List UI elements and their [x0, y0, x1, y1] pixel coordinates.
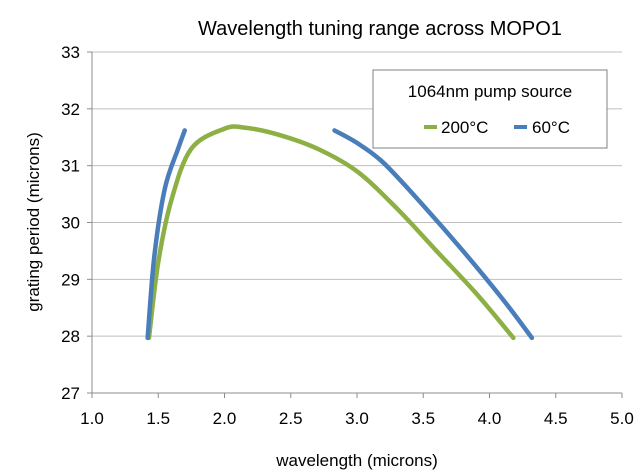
x-tick-label: 4.0: [478, 409, 502, 428]
x-tick-label: 4.5: [544, 409, 568, 428]
axes: [87, 51, 623, 398]
x-tick-label: 5.0: [610, 409, 634, 428]
chart-title: Wavelength tuning range across MOPO1: [198, 18, 562, 40]
y-tick-label: 28: [61, 327, 80, 346]
y-tick-label: 27: [61, 384, 80, 403]
series-line-0: [146, 124, 516, 341]
x-tick-label: 2.5: [279, 409, 303, 428]
x-tick-label: 3.0: [345, 409, 369, 428]
x-tick-label: 2.0: [213, 409, 237, 428]
legend-label-200c: 200°C: [441, 118, 488, 137]
x-tick-label: 1.0: [80, 409, 104, 428]
x-tick-label: 1.5: [146, 409, 170, 428]
y-tick-label: 31: [61, 157, 80, 176]
y-axis-title: grating period (microns): [24, 132, 43, 312]
x-tick-label: 3.5: [411, 409, 435, 428]
series-lines: [145, 124, 535, 341]
legend-box: [372, 69, 608, 149]
y-tick-label: 29: [61, 270, 80, 289]
legend: 1064nm pump source 200°C 60°C: [372, 69, 608, 149]
legend-title: 1064nm pump source: [408, 82, 572, 101]
x-axis-title: wavelength (microns): [275, 451, 438, 470]
y-tick-label: 33: [61, 43, 80, 62]
legend-label-60c: 60°C: [532, 118, 570, 137]
y-tick-label: 30: [61, 214, 80, 233]
y-tick-label: 32: [61, 100, 80, 119]
series-line-2: [332, 128, 535, 341]
series-line-1: [145, 128, 187, 341]
tick-labels: 27 28 29 30 31 32 33 1.0 1.5 2.0 2.5 3.0 3.5 4.0 4.5 5.…: [61, 43, 634, 428]
